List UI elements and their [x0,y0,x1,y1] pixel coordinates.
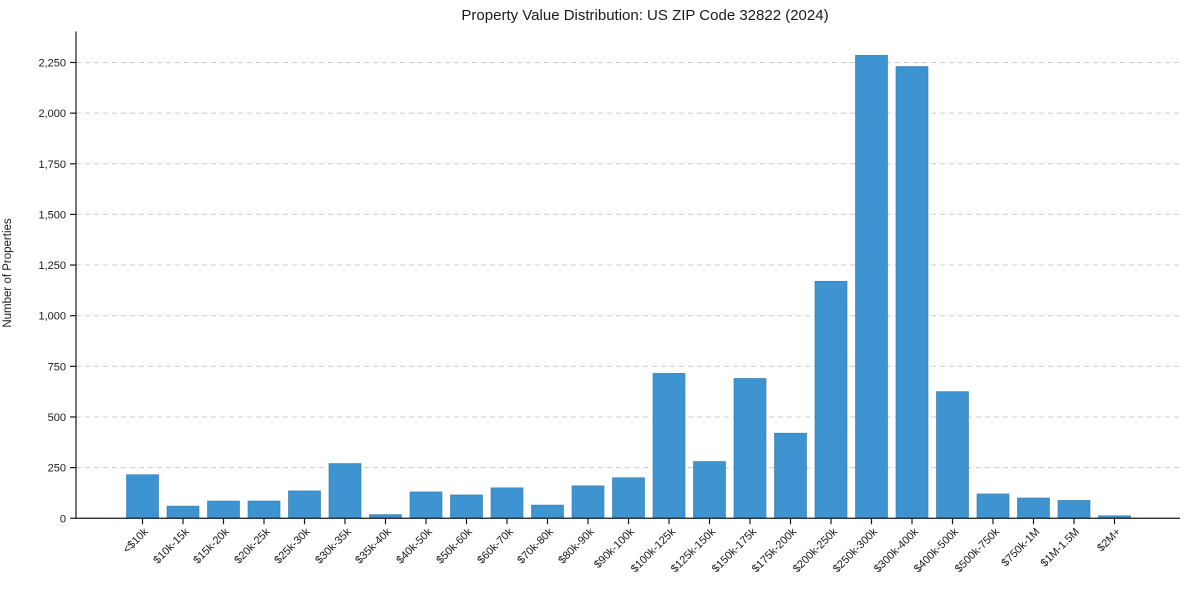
svg-text:2,250: 2,250 [38,58,66,70]
svg-text:1,250: 1,250 [38,260,66,272]
svg-text:1,500: 1,500 [38,209,66,221]
svg-text:250: 250 [48,463,66,475]
svg-text:0: 0 [60,513,66,525]
svg-text:500: 500 [48,412,66,424]
svg-text:1,000: 1,000 [38,311,66,323]
svg-text:750: 750 [48,361,66,373]
svg-text:1,750: 1,750 [38,159,66,171]
svg-text:2,000: 2,000 [38,108,66,120]
